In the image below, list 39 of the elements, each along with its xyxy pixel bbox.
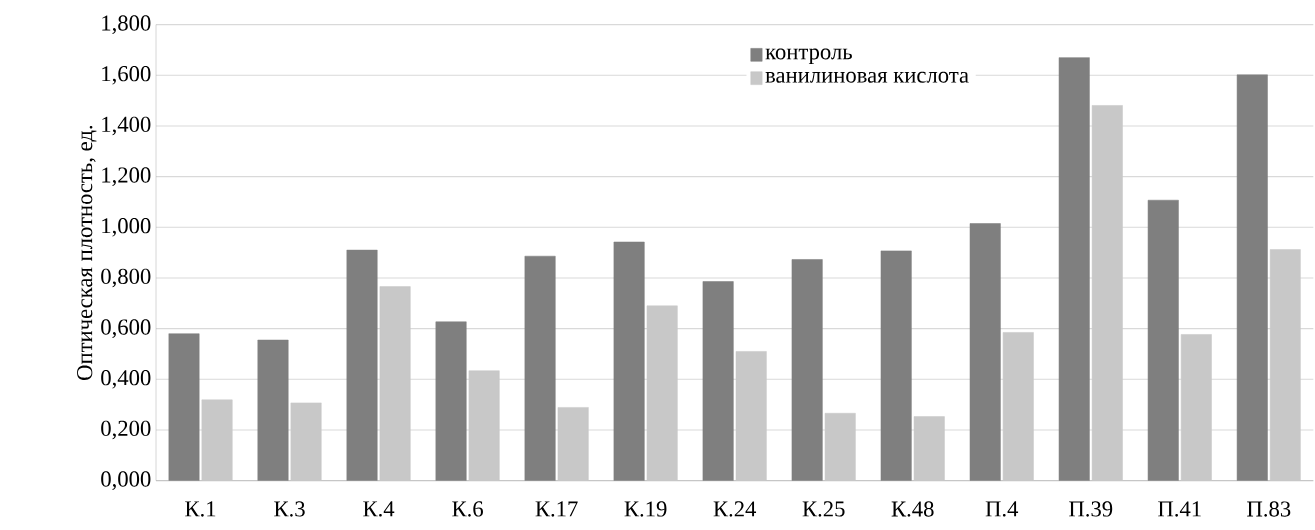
x-tick-label: П.4: [985, 501, 1019, 517]
bar: [913, 416, 945, 481]
x-tick-label: К.6: [452, 501, 483, 517]
bar: [1180, 334, 1212, 481]
legend-label: ванилиновая кислота: [765, 71, 969, 83]
y-tick-label: 0,000: [101, 471, 151, 490]
x-tick-label: К.1: [185, 501, 216, 517]
x-tick-label: П.41: [1158, 501, 1201, 517]
y-tick-label: 1,200: [102, 167, 151, 186]
bar: [201, 399, 233, 481]
y-tick-label: 0,400: [101, 370, 151, 389]
x-tick-label: К.24: [713, 501, 757, 517]
y-axis-title: Оптическая плотность, ед.: [77, 125, 97, 380]
x-tick-label: К.48: [891, 501, 934, 517]
bar: [735, 351, 767, 481]
bar: [1091, 105, 1123, 481]
x-tick-label: К.17: [535, 501, 578, 517]
bar: [1002, 332, 1034, 481]
y-tick-label: 1,000: [102, 218, 151, 237]
bar: [290, 402, 322, 481]
y-tick-label: 1,800: [102, 15, 151, 34]
x-tick-label: К.3: [274, 501, 305, 517]
y-tick-label: 1,400: [102, 116, 151, 136]
x-tick-label: П.83: [1247, 501, 1291, 517]
bar: [1269, 249, 1301, 481]
y-tick-label: 0,800: [101, 268, 151, 288]
bar: [824, 413, 856, 481]
x-tick-label: К.19: [624, 501, 667, 517]
x-tick-label: К.4: [363, 501, 395, 517]
y-tick-label: 1,600: [102, 66, 151, 85]
bar: [646, 305, 678, 481]
y-tick-label: 0,600: [101, 319, 151, 338]
x-tick-label: П.39: [1069, 501, 1113, 517]
bar: [468, 370, 500, 481]
y-tick-label: 0,200: [101, 420, 151, 440]
bar: [557, 407, 589, 481]
bar: [379, 286, 411, 481]
x-tick-label: К.25: [802, 501, 845, 517]
legend-label: контроль: [765, 48, 852, 64]
